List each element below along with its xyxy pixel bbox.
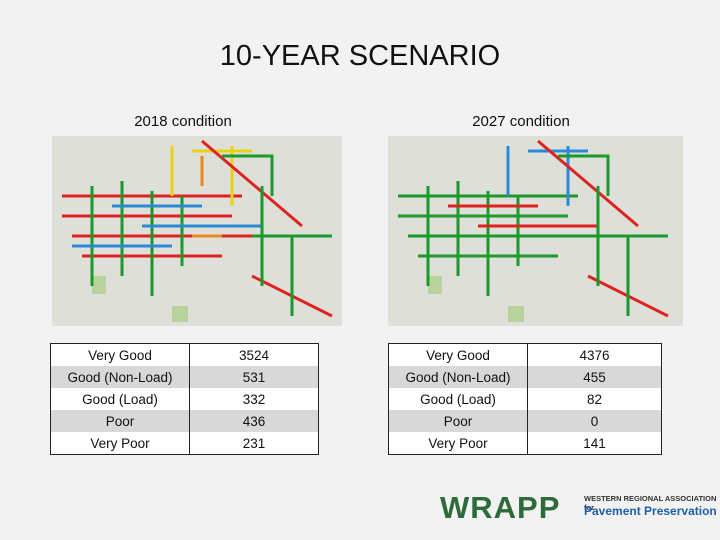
panel-caption: 2027 condition	[472, 113, 570, 130]
condition-cell: Good (Load)	[389, 388, 528, 410]
count-cell: 436	[242, 413, 266, 429]
table-row: Poor 436	[51, 410, 318, 432]
table-row: Very Good 3524	[51, 344, 318, 366]
count-cell: 4376	[579, 347, 610, 363]
logo-name: WRAPP	[440, 490, 561, 525]
table-row: Very Poor 141	[389, 432, 661, 454]
condition-cell: Very Poor	[389, 432, 528, 454]
logo-org: Pavement Preservation	[584, 504, 717, 518]
condition-cell: Good (Load)	[51, 388, 190, 410]
condition-cell: Good (Non-Load)	[51, 366, 190, 388]
condition-table: Very Good 3524 Good (Non-Load) 531 Good (Loa…	[50, 343, 319, 455]
count-cell: 531	[242, 369, 266, 385]
condition-cell: Very Poor	[51, 432, 190, 454]
count-cell: 0	[590, 413, 599, 429]
count-cell: 3524	[238, 347, 270, 363]
table-row: Good (Non-Load) 455	[389, 366, 661, 388]
panel-caption: 2018 condition	[134, 113, 232, 130]
condition-cell: Very Good	[389, 344, 528, 366]
table-row: Poor 0	[389, 410, 661, 432]
count-cell: 455	[583, 369, 606, 385]
condition-cell: Poor	[389, 410, 528, 432]
table-row: Very Poor 231	[51, 432, 318, 454]
slide-title: 10-YEAR SCENARIO	[219, 40, 501, 72]
table-row: Good (Load) 332	[51, 388, 318, 410]
count-cell: 332	[242, 391, 266, 407]
table-row: Good (Non-Load) 531	[51, 366, 318, 388]
count-cell: 141	[583, 435, 606, 451]
condition-table: Very Good 4376 Good (Non-Load) 455 Good (Loa…	[388, 343, 662, 455]
logo-org: WESTERN REGIONAL ASSOCIATION for	[584, 494, 717, 512]
condition-cell: Very Good	[51, 344, 190, 366]
table-row: Good (Load) 82	[389, 388, 661, 410]
map	[52, 136, 342, 326]
condition-cell: Good (Non-Load)	[389, 366, 528, 388]
table-row: Very Good 4376	[389, 344, 661, 366]
map	[388, 136, 683, 326]
condition-cell: Poor	[51, 410, 190, 432]
count-cell: 231	[242, 435, 266, 451]
count-cell: 82	[586, 391, 603, 407]
